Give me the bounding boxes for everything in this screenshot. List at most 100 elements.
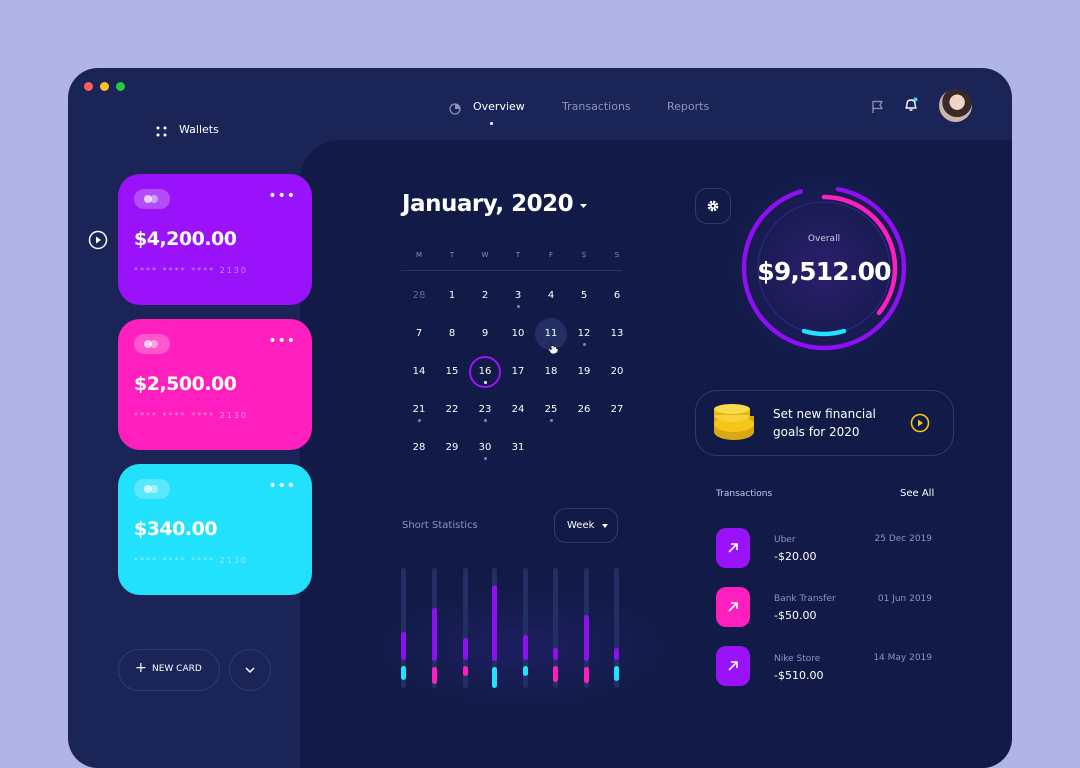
window-minimize-button[interactable] [100, 82, 109, 91]
calendar-day[interactable]: 25 [544, 404, 558, 415]
see-all-link[interactable]: See All [900, 488, 935, 499]
calendar-day[interactable]: 6 [613, 290, 621, 301]
avatar[interactable] [939, 89, 972, 122]
calendar-day[interactable]: 27 [610, 404, 624, 415]
calendar-day[interactable]: 17 [511, 366, 525, 377]
transaction-name: Uber [774, 535, 796, 545]
tab-reports[interactable]: Reports [667, 100, 710, 113]
overall-ring [741, 185, 907, 351]
event-dot [483, 419, 487, 422]
play-icon[interactable] [910, 413, 930, 433]
bar-segment [463, 666, 468, 676]
calendar-day[interactable]: 3 [514, 290, 522, 301]
card-toggle[interactable] [134, 479, 170, 499]
event-dot [516, 305, 520, 308]
clock-icon [449, 100, 461, 115]
calendar-day[interactable]: 5 [580, 290, 588, 301]
calendar-day[interactable]: 21 [412, 404, 426, 415]
bar-segment [584, 667, 589, 683]
flag-icon[interactable] [871, 99, 884, 118]
tab-transactions[interactable]: Transactions [562, 100, 631, 113]
more-cards-button[interactable] [229, 649, 271, 691]
caret-down-icon[interactable] [580, 204, 587, 209]
transaction-amount: -$20.00 [774, 550, 817, 563]
app-window: Wallets Overview Transactions Reports ••… [68, 68, 1012, 768]
bar-track [401, 568, 406, 688]
collapse-sidebar-button[interactable] [88, 230, 108, 250]
calendar-day[interactable]: 18 [544, 366, 558, 377]
calendar-day[interactable]: 31 [511, 442, 525, 453]
transaction-amount: -$50.00 [774, 609, 817, 622]
transaction-name: Nike Store [774, 654, 821, 664]
more-icon[interactable]: ••• [268, 478, 296, 494]
card-balance: $4,200.00 [134, 228, 237, 250]
calendar-day[interactable]: 19 [577, 366, 591, 377]
calendar-day[interactable]: 12 [577, 328, 591, 339]
overall-label: Overall [807, 234, 841, 244]
caret-down-icon [602, 524, 608, 528]
calendar-day[interactable]: 7 [415, 328, 423, 339]
bar-segment [432, 667, 437, 684]
grid-icon [156, 123, 168, 137]
goal-card[interactable]: Set new financial goals for 2020 [695, 390, 954, 456]
calendar-day[interactable]: 28 [412, 442, 426, 453]
more-icon[interactable]: ••• [268, 333, 296, 349]
transaction-name: Bank Transfer [774, 594, 836, 604]
weekday-label: M [415, 251, 423, 259]
calendar-day[interactable]: 16 [469, 356, 501, 388]
transaction-amount: -$510.00 [774, 669, 824, 682]
weekday-label: F [548, 251, 554, 259]
chevron-down-icon [245, 667, 255, 674]
card-toggle[interactable] [134, 334, 170, 354]
period-label: Week [567, 520, 595, 531]
window-close-button[interactable] [84, 82, 93, 91]
more-icon[interactable]: ••• [268, 188, 296, 204]
calendar-day[interactable]: 24 [511, 404, 525, 415]
weekday-label: T [515, 251, 521, 259]
calendar-day[interactable]: 4 [547, 290, 555, 301]
calendar-day[interactable]: 1 [448, 290, 456, 301]
bar-segment [523, 635, 528, 660]
transaction-date: 01 Jun 2019 [877, 594, 932, 604]
settings-button[interactable] [695, 188, 731, 224]
calendar-day[interactable]: 15 [445, 366, 459, 377]
calendar-day[interactable]: 14 [412, 366, 426, 377]
transaction-arrow-icon [716, 528, 750, 568]
window-maximize-button[interactable] [116, 82, 125, 91]
hand-cursor-icon [547, 341, 559, 354]
overall-glow [728, 173, 918, 363]
calendar-day[interactable]: 22 [445, 404, 459, 415]
bar-segment [492, 585, 497, 661]
bar-track [523, 568, 528, 688]
card-toggle[interactable] [134, 189, 170, 209]
new-card-button[interactable]: + NEW CARD [118, 649, 220, 691]
calendar-day[interactable]: 10 [511, 328, 525, 339]
calendar-day[interactable]: 30 [478, 442, 492, 453]
period-select[interactable]: Week [554, 508, 618, 543]
event-dot [549, 419, 553, 422]
wallet-card[interactable]: ••• $4,200.00 **** **** **** 2130 [118, 174, 312, 305]
wallet-card[interactable]: ••• $2,500.00 **** **** **** 2130 [118, 319, 312, 450]
calendar-day[interactable]: 20 [610, 366, 624, 377]
bar-segment [553, 648, 558, 660]
calendar-day[interactable]: 8 [448, 328, 456, 339]
tab-overview[interactable]: Overview [473, 100, 525, 113]
weekday-label: S [581, 251, 587, 259]
transactions-title: Transactions [716, 489, 773, 499]
transaction-arrow-icon [716, 646, 750, 686]
calendar-day[interactable]: 23 [478, 404, 492, 415]
bar-segment [553, 666, 558, 682]
calendar-day[interactable]: 2 [481, 290, 489, 301]
card-number: **** **** **** 2130 [134, 266, 248, 275]
calendar-day[interactable]: 28 [412, 290, 426, 301]
bell-icon[interactable] [903, 97, 919, 117]
calendar-day[interactable]: 29 [445, 442, 459, 453]
calendar-day[interactable]: 9 [481, 328, 489, 339]
event-dot [483, 381, 487, 384]
calendar-day[interactable]: 26 [577, 404, 591, 415]
bar-segment [492, 667, 497, 688]
calendar-title[interactable]: January, 2020 [402, 191, 574, 217]
plus-icon: + [135, 660, 147, 676]
calendar-day[interactable]: 13 [610, 328, 624, 339]
wallet-card[interactable]: ••• $340.00 **** **** **** 2130 [118, 464, 312, 595]
